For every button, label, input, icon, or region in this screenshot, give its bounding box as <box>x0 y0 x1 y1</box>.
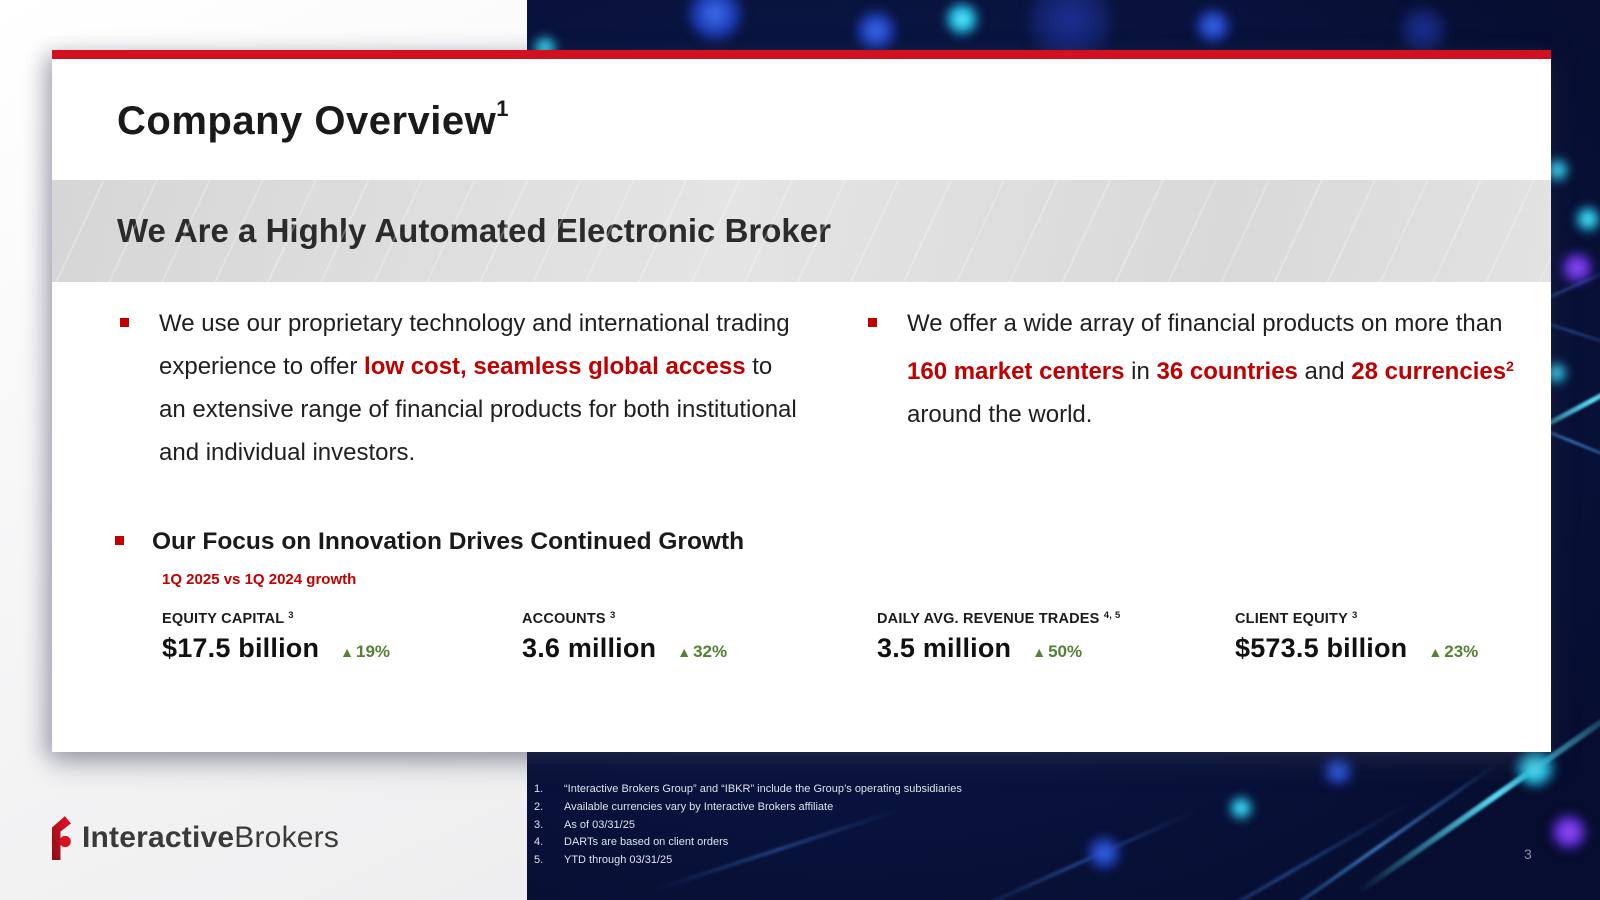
stat-label-text: ACCOUNTS <box>522 611 606 627</box>
stat-accounts: ACCOUNTS 3 3.6 million ▲ 32% <box>522 610 877 664</box>
stat-equity-capital: EQUITY CAPITAL 3 $17.5 billion ▲ 19% <box>162 610 522 664</box>
stat-delta: ▲ 50% <box>1032 642 1082 662</box>
stats-row: EQUITY CAPITAL 3 $17.5 billion ▲ 19% ACCO… <box>162 610 1531 664</box>
bokeh-dot <box>1575 206 1600 232</box>
network-streak <box>957 809 1197 900</box>
stat-label-text: DAILY AVG. REVENUE TRADES <box>877 611 1100 627</box>
bokeh-dot <box>1561 252 1593 284</box>
growth-period-note: 1Q 2025 vs 1Q 2024 growth <box>162 571 357 588</box>
stat-label: DAILY AVG. REVENUE TRADES 4, 5 <box>877 610 1235 627</box>
stat-label: CLIENT EQUITY 3 <box>1235 610 1531 627</box>
stat-delta-value: 19% <box>356 642 391 661</box>
footnote-text: “Interactive Brokers Group” and “IBKR” i… <box>564 783 962 795</box>
bokeh-dot <box>1323 756 1353 786</box>
stat-client-equity: CLIENT EQUITY 3 $573.5 billion ▲ 23% <box>1235 610 1531 664</box>
stat-value: 3.5 million <box>877 633 1012 663</box>
footnote-number: 5. <box>534 854 544 867</box>
subtitle-banner: We Are a Highly Automated Electronic Bro… <box>52 180 1551 282</box>
stat-footnote-ref: 3 <box>1351 610 1358 621</box>
stat-footnote-ref: 3 <box>610 610 616 621</box>
title-footnote-ref: 1 <box>496 96 509 121</box>
bokeh-dot <box>687 0 743 42</box>
slide-card: Company Overview1 We Are a Highly Automa… <box>52 50 1551 752</box>
stat-delta-value: 32% <box>693 642 728 661</box>
stat-footnote-ref: 4, 5 <box>1103 610 1121 621</box>
bullet-square-icon <box>868 318 877 327</box>
up-triangle-icon: ▲ <box>1428 644 1443 660</box>
footnote-item: 2. Available currencies vary by Interacti… <box>534 799 962 817</box>
stat-label: EQUITY CAPITAL 3 <box>162 610 522 627</box>
bokeh-dot <box>1399 6 1447 54</box>
stat-label-text: CLIENT EQUITY <box>1235 611 1348 627</box>
footnote-text: Available currencies vary by Interactive… <box>564 800 834 813</box>
up-triangle-icon: ▲ <box>340 644 355 660</box>
stat-delta-value: 50% <box>1048 642 1083 661</box>
bullet-proprietary-technology: We use our proprietary technology and in… <box>120 302 799 474</box>
bokeh-dot <box>1087 836 1121 870</box>
page-number: 3 <box>1524 846 1532 862</box>
stat-daily-avg-revenue-trades: DAILY AVG. REVENUE TRADES 4, 5 3.5 milli… <box>877 610 1235 664</box>
bokeh-dot <box>1195 8 1231 44</box>
bullet-square-icon <box>115 536 124 545</box>
footnote-text: As of 03/31/25 <box>564 818 635 831</box>
footnote-text: DARTs are based on client orders <box>564 836 729 849</box>
ib-logo-icon <box>52 816 71 860</box>
bullet-text: We use our proprietary technology and in… <box>159 310 797 466</box>
slide-title-text: Company Overview <box>117 99 497 143</box>
interactive-brokers-logo: InteractiveBrokers <box>50 816 339 860</box>
footnote-text: YTD through 03/31/25 <box>564 854 673 867</box>
footnote-item: 3. As of 03/31/25 <box>534 817 962 835</box>
footnote-item: 4. DARTs are based on client orders <box>534 834 962 852</box>
bokeh-dot <box>1229 796 1253 820</box>
logo-wordmark: InteractiveBrokers <box>82 821 339 855</box>
footnote-number: 4. <box>534 836 544 849</box>
stat-value: $17.5 billion <box>162 633 320 663</box>
stat-delta-value: 23% <box>1444 642 1479 661</box>
slide-title: Company Overview1 <box>117 96 509 144</box>
footnote-number: 2. <box>534 800 544 813</box>
bullet-square-icon <box>120 318 129 327</box>
stat-label: ACCOUNTS 3 <box>522 610 877 627</box>
focus-heading: Our Focus on Innovation Drives Continued… <box>152 528 745 555</box>
footnote-number: 1. <box>534 783 544 795</box>
footnote-number: 3. <box>534 818 544 831</box>
stat-delta: ▲ 19% <box>340 642 390 662</box>
stat-footnote-ref: 3 <box>288 610 294 621</box>
bullet-focus-growth: Our Focus on Innovation Drives Continued… <box>115 528 744 556</box>
up-triangle-icon: ▲ <box>677 644 692 660</box>
footnote-item: 1. “Interactive Brokers Group” and “IBKR”… <box>534 781 962 799</box>
footnote-item: 5. YTD through 03/31/25 <box>534 852 962 870</box>
bokeh-dot <box>945 2 979 36</box>
slide-top-red-bar <box>52 50 1551 59</box>
subtitle-text: We Are a Highly Automated Electronic Bro… <box>117 212 831 249</box>
up-triangle-icon: ▲ <box>1032 644 1047 660</box>
bullet-financial-products: We offer a wide array of financial produ… <box>868 302 1522 436</box>
logo-word-interactive: Interactive <box>82 821 235 854</box>
stat-value: 3.6 million <box>522 633 657 663</box>
stat-delta: ▲ 23% <box>1428 642 1478 662</box>
bokeh-dot <box>1551 814 1587 850</box>
stat-delta: ▲ 32% <box>677 642 727 662</box>
bokeh-dot <box>855 10 897 52</box>
stat-value: $573.5 billion <box>1235 633 1408 663</box>
stat-label-text: EQUITY CAPITAL <box>162 611 285 627</box>
logo-word-brokers: Brokers <box>234 821 340 854</box>
bullet-text: We offer a wide array of financial produ… <box>907 310 1514 428</box>
footnotes-list: 1. “Interactive Brokers Group” and “IBKR”… <box>534 781 962 870</box>
bokeh-dot <box>1515 748 1555 788</box>
